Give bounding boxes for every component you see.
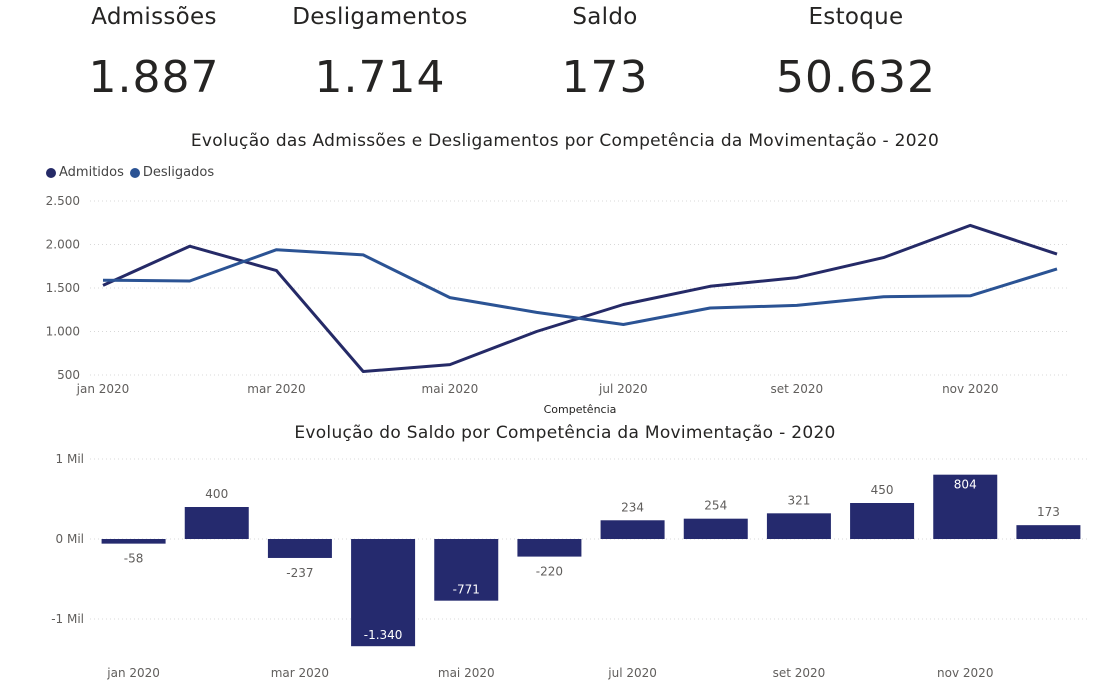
bar-value-label: -220 xyxy=(536,565,563,579)
bar-mai-2020 xyxy=(434,539,499,601)
line-series-desligados xyxy=(102,248,1058,326)
bar-fev-2020 xyxy=(184,507,249,539)
bar-chart-ytick-label: 1 Mil xyxy=(56,452,84,466)
bar-out-2020 xyxy=(850,503,915,539)
kpi-value: 1.887 xyxy=(88,52,220,103)
kpi-value: 1.714 xyxy=(314,52,446,103)
bar-value-label: -1.340 xyxy=(364,628,403,642)
bar-chart-xtick-label: jul 2020 xyxy=(607,666,657,680)
kpi-admissoes: Admissões 1.887 xyxy=(24,0,284,103)
bar-value-label: 254 xyxy=(704,499,727,513)
bar-jul-2020 xyxy=(600,520,665,539)
bar-dez-2020 xyxy=(1016,525,1081,539)
bar-value-label: -58 xyxy=(124,552,144,566)
bar-mar-2020 xyxy=(267,539,332,558)
bar-value-label: 400 xyxy=(205,487,228,501)
bar-value-label: 450 xyxy=(871,483,894,497)
legend-label-admitidos: Admitidos xyxy=(59,165,124,180)
bar-value-label: 321 xyxy=(787,493,810,507)
legend-dot-admitidos xyxy=(46,167,56,178)
kpi-desligamentos: Desligamentos 1.714 xyxy=(250,0,510,103)
legend-dot-desligados xyxy=(129,167,140,178)
bar-nov-2020 xyxy=(933,474,998,539)
bar-abr-2020 xyxy=(351,539,416,647)
kpi-label: Admissões xyxy=(91,4,217,30)
line-chart-legend: Admitidos Desligados xyxy=(46,165,214,180)
line-chart-ytick-label: 2.500 xyxy=(46,194,80,208)
kpi-value: 173 xyxy=(561,52,649,103)
bar-set-2020 xyxy=(766,513,831,539)
bar-value-label: -237 xyxy=(286,566,313,580)
line-chart-ytick-label: 1.000 xyxy=(46,325,80,339)
kpi-value: 50.632 xyxy=(776,52,936,103)
bar-chart-xtick-label: set 2020 xyxy=(773,666,826,680)
bar-jan-2020 xyxy=(101,539,166,544)
kpi-label: Saldo xyxy=(572,4,638,30)
line-series-admitidos xyxy=(102,223,1058,373)
bar-chart-xtick-label: nov 2020 xyxy=(937,666,993,680)
bar-value-label: -771 xyxy=(453,583,480,597)
bar-chart-xtick-label: mar 2020 xyxy=(271,666,329,680)
line-chart-xtick-label: mar 2020 xyxy=(247,382,305,396)
bar-value-label: 234 xyxy=(621,500,644,514)
bar-value-label: 173 xyxy=(1037,505,1060,519)
bar-jun-2020 xyxy=(517,539,582,557)
bar-chart-ytick-label: -1 Mil xyxy=(51,612,84,626)
bar-ago-2020 xyxy=(683,518,748,539)
bar-chart-xtick-label: jan 2020 xyxy=(106,666,160,680)
line-chart-ytick-label: 2.000 xyxy=(46,238,80,252)
kpi-estoque: Estoque 50.632 xyxy=(726,0,986,103)
line-chart-xtick-label: nov 2020 xyxy=(942,382,998,396)
line-chart-xtick-label: mai 2020 xyxy=(422,382,479,396)
bar-chart-title: Evolução do Saldo por Competência da Mov… xyxy=(294,423,836,443)
legend-item-desligados[interactable]: Desligados xyxy=(129,165,215,180)
line-chart-title: Evolução das Admissões e Desligamentos p… xyxy=(190,131,940,151)
line-chart-xtick-label: jul 2020 xyxy=(598,382,648,396)
bar-value-label: 804 xyxy=(954,478,977,492)
legend-item-admitidos[interactable]: Admitidos xyxy=(46,165,124,180)
kpi-label: Desligamentos xyxy=(292,4,468,30)
line-chart-ytick-label: 500 xyxy=(57,368,80,382)
line-chart-xaxis-title: Competência xyxy=(544,403,617,416)
line-chart-xtick-label: jan 2020 xyxy=(76,382,130,396)
kpi-saldo: Saldo 173 xyxy=(475,0,735,103)
kpi-label: Estoque xyxy=(808,4,904,30)
bar-chart-xtick-label: mai 2020 xyxy=(438,666,495,680)
legend-label-desligados: Desligados xyxy=(142,165,215,180)
line-chart-xtick-label: set 2020 xyxy=(770,382,823,396)
line-chart-ytick-label: 1.500 xyxy=(46,281,80,295)
bar-chart-ytick-label: 0 Mil xyxy=(56,532,84,546)
